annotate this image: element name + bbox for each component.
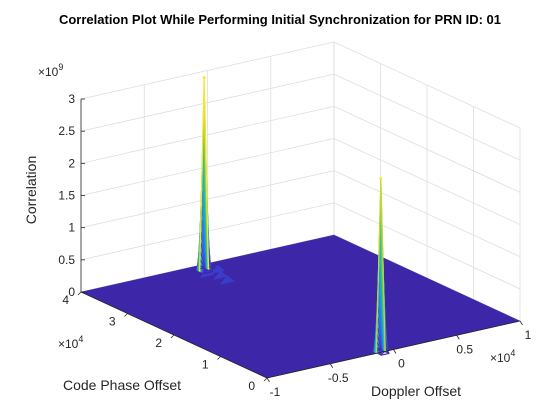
x-tick-label: -0.5 <box>328 371 349 385</box>
surface-ripple <box>209 264 226 275</box>
surface-base-plane <box>80 234 521 379</box>
surface-ripple <box>219 275 235 285</box>
x-tick-label: -1 <box>270 385 281 399</box>
y-exponent-base: ×10 <box>58 337 79 351</box>
x-axis-exponent: ×104 <box>490 348 515 365</box>
x-tick-label: 1 <box>525 328 532 342</box>
z-tick-label: 2 <box>68 156 75 170</box>
y-tick-mark <box>77 291 82 296</box>
side-wall-grid-z <box>333 41 521 129</box>
y-tick-label: 0 <box>248 379 255 393</box>
x-tick-label: 0.5 <box>456 342 473 356</box>
surface-peak-1 <box>195 76 213 275</box>
back-wall-grid-z <box>80 138 335 196</box>
x-exponent-power: 4 <box>510 348 515 358</box>
side-wall-grid-z <box>333 73 521 161</box>
z-tick-label: 1 <box>68 221 75 235</box>
y-axis-label: Code Phase Offset <box>63 377 181 393</box>
z-tick-label: 0.5 <box>58 253 75 267</box>
z-tick-label: 1.5 <box>58 189 75 203</box>
x-tick-mark <box>519 320 523 326</box>
z-axis-label: Correlation <box>23 156 39 224</box>
peak-apex <box>202 76 206 80</box>
x-tick-mark <box>456 335 460 340</box>
chart-title: Correlation Plot While Performing Initia… <box>59 12 501 27</box>
x-tick-mark <box>393 349 397 354</box>
y-tick-mark <box>217 356 221 360</box>
x-tick-label: 0 <box>398 357 405 371</box>
y-tick-label: 1 <box>202 358 209 372</box>
x-tick-mark <box>329 363 334 368</box>
x-axis-label: Doppler Offset <box>371 383 461 399</box>
surface-peak-2 <box>372 177 390 356</box>
y-tick-mark <box>263 377 268 382</box>
y-tick-label: 2 <box>155 336 162 350</box>
y-exponent-power: 4 <box>78 334 83 344</box>
x-tick-mark <box>266 377 270 383</box>
y-axis-exponent: ×104 <box>58 334 83 351</box>
side-wall-grid-z <box>333 170 521 258</box>
y-tick-mark <box>170 334 175 339</box>
y-tick-label: 3 <box>109 315 116 329</box>
peak-mesh-line <box>203 271 213 275</box>
y-tick-mark <box>124 313 128 317</box>
side-wall-grid-z <box>333 105 521 193</box>
peak-apex <box>379 177 383 181</box>
z-tick-label: 2.5 <box>58 124 75 138</box>
surface-ripple <box>212 270 229 280</box>
z-axis-exponent: ×109 <box>38 62 63 79</box>
back-wall-grid-z <box>80 41 335 100</box>
z-tick-label: 3 <box>68 92 75 106</box>
y-tick-label: 4 <box>62 293 69 307</box>
z-tick-label: 0 <box>68 285 75 299</box>
peak-mesh-line <box>380 352 390 356</box>
surface-mesh <box>80 76 521 379</box>
z-exponent-power: 9 <box>58 62 63 72</box>
side-wall-grid-z <box>333 202 521 290</box>
back-wall-grid-z <box>80 73 335 132</box>
z-exponent-base: ×10 <box>38 65 59 79</box>
side-wall-grid-z <box>333 138 521 225</box>
x-exponent-base: ×10 <box>490 351 511 365</box>
back-wall-grid-z <box>80 105 335 164</box>
